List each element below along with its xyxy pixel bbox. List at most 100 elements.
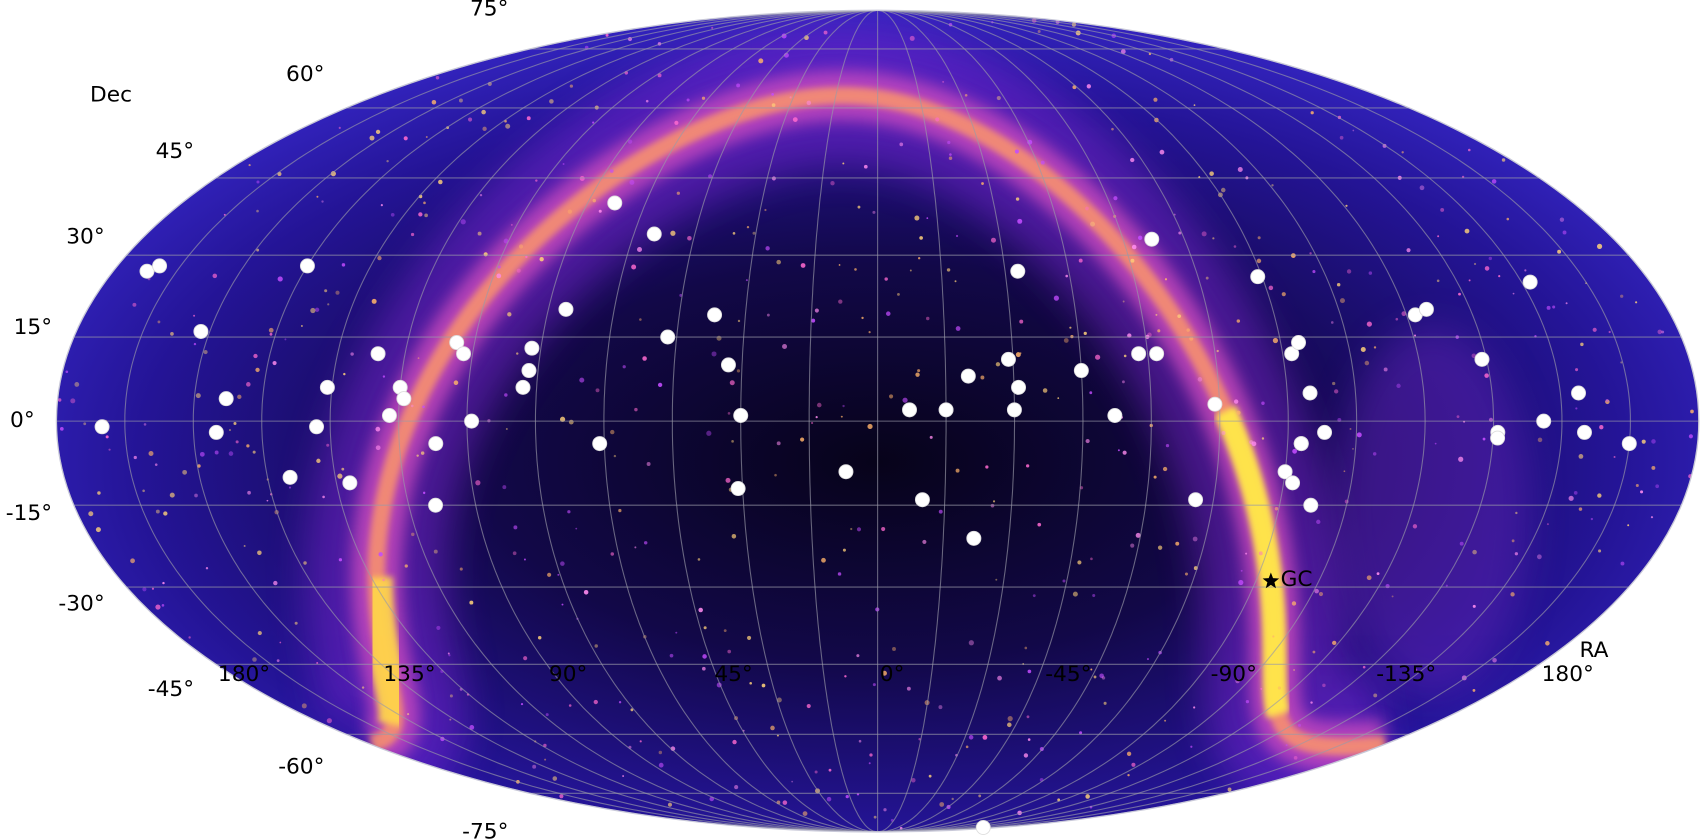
annotation-marker [1262,572,1280,589]
speckle [133,455,137,460]
source-point [1293,436,1309,452]
source-point [730,481,746,497]
speckle [856,654,860,658]
speckle [1458,456,1464,462]
speckle [686,98,690,102]
speckle [1620,561,1625,566]
speckle [1511,539,1515,543]
speckle [764,208,767,212]
x-tick-label: -90° [1211,662,1257,687]
speckle [1069,326,1072,329]
speckle [814,770,818,774]
source-point [1474,351,1490,367]
speckle [711,351,717,357]
speckle [869,753,873,757]
speckle [873,815,877,819]
speckle [512,551,517,556]
speckle [1651,439,1656,444]
speckle [883,808,887,812]
speckle [1559,217,1565,222]
speckle [1072,591,1078,597]
source-point [1011,379,1027,395]
speckle [1233,245,1237,248]
x-tick-label: 135° [383,662,435,687]
speckle [752,231,756,235]
speckle [1492,657,1497,663]
speckle [1083,331,1087,335]
speckle [193,314,196,317]
source-point [607,195,623,211]
source-point [1303,497,1319,513]
speckle [516,268,521,273]
speckle [316,661,319,664]
speckle [657,382,663,388]
source-point [646,226,662,242]
speckle [702,654,707,659]
source-point [1418,301,1434,317]
speckle [252,657,257,662]
speckle [549,99,554,104]
speckle [88,511,94,517]
speckle [303,561,307,565]
y-tick-label: -30° [58,592,104,617]
speckle [1122,300,1125,303]
source-point [914,492,930,508]
speckle [1209,171,1214,176]
speckle [868,762,871,765]
speckle [422,491,426,495]
speckle [425,135,428,138]
y-tick-label: 60° [286,62,324,87]
speckle [1376,572,1380,576]
speckle [897,292,900,296]
speckle [1314,588,1319,594]
speckle [407,712,410,716]
speckle [996,95,1001,101]
speckle [1498,275,1501,278]
speckle [338,126,341,129]
speckle [1024,646,1028,650]
speckle [1440,207,1445,212]
speckle [1233,399,1239,404]
speckle [1414,334,1417,337]
speckle [1336,282,1341,287]
source-point [1522,274,1538,290]
source-point [342,475,358,491]
speckle [1079,731,1083,735]
speckle [1608,330,1611,334]
speckle [605,33,609,37]
speckle [658,750,663,755]
speckle [1309,252,1312,255]
speckle [1101,676,1106,680]
speckle [142,587,147,592]
speckle [390,212,395,217]
speckle [1240,569,1243,572]
speckle [736,369,741,373]
speckle [375,445,381,451]
speckle [562,163,565,165]
speckle [1293,669,1296,671]
speckle [382,375,386,378]
speckle [946,268,951,272]
speckle [814,308,819,313]
source-point [592,436,608,452]
speckle [1090,557,1093,561]
speckle [1366,575,1372,581]
speckle [821,557,826,563]
speckle [1178,231,1182,235]
speckle [1236,410,1241,415]
speckle [791,780,794,783]
speckle [637,247,642,253]
speckle [1396,383,1401,389]
speckle [771,103,776,107]
speckle [316,458,321,464]
speckle [161,604,165,607]
speckle [938,705,943,710]
speckle [1316,519,1321,525]
speckle [1271,184,1274,187]
source-point [960,368,976,384]
source-point [707,307,723,323]
speckle [233,421,237,426]
speckle [914,215,920,221]
speckle [1164,719,1167,722]
speckle [1131,762,1136,767]
